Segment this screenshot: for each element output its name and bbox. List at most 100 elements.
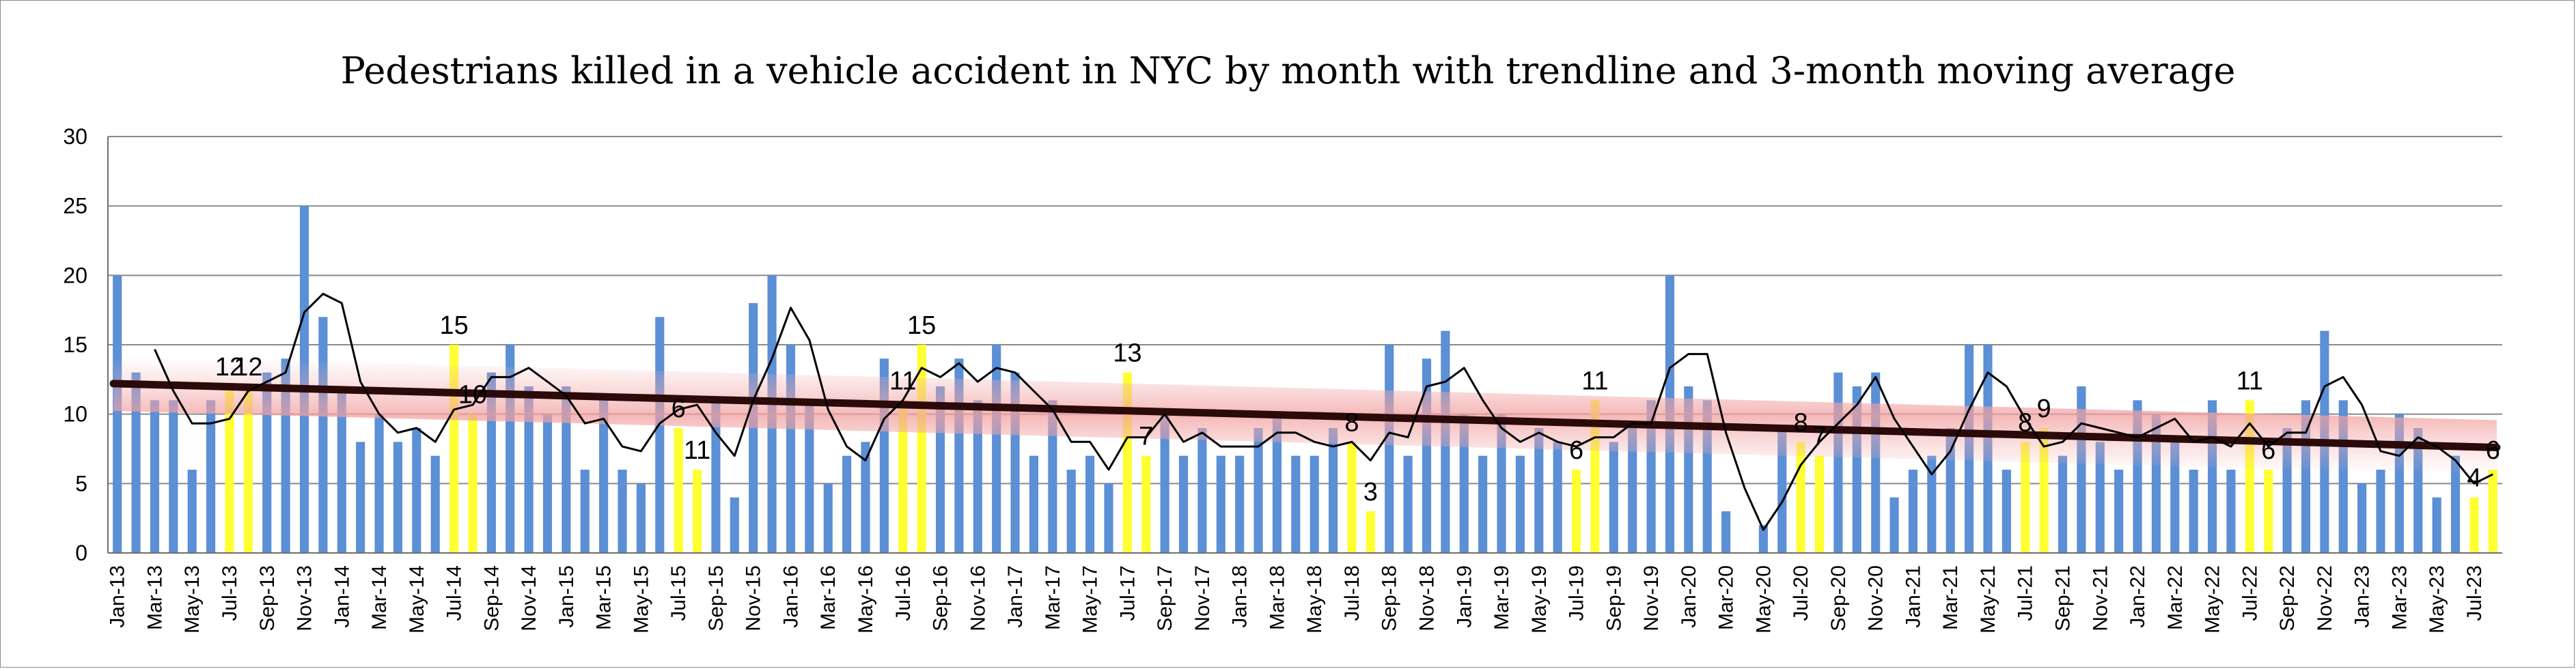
x-tick-label: Jan-17 [1004,565,1027,628]
x-tick-label: Jan-20 [1678,565,1700,628]
bar [206,400,216,553]
x-tick-label: Jul-22 [2239,565,2261,621]
x-tick-label: Sep-15 [705,565,728,631]
bar [823,483,833,553]
bar [2095,442,2105,553]
x-tick-label: Jul-13 [219,565,241,621]
x-tick-label: Mar-16 [817,565,840,630]
y-tick-label: 10 [63,402,87,427]
x-tick-label: Sep-14 [480,565,503,631]
bar [1048,400,1057,553]
bar [524,386,534,553]
bar [430,455,440,553]
bar [1497,414,1506,553]
data-label: 15 [907,311,936,340]
bar [1758,525,1768,553]
bar [1104,483,1113,553]
x-tick-label: May-16 [855,565,877,634]
y-tick-label: 25 [63,194,87,218]
bar [1216,455,1225,553]
bar [150,400,160,553]
bar [1871,372,1881,553]
x-tick-label: Sep-17 [1154,565,1176,631]
x-tick-label: Jan-13 [107,565,129,628]
x-tick-label: May-21 [1977,565,1999,634]
bar [1310,455,1319,553]
data-label: 11 [684,436,710,465]
x-tick-label: May-23 [2426,565,2448,634]
data-label: 10 [458,381,487,410]
data-label: 6 [671,395,686,423]
bar [1254,428,1263,553]
bar [225,386,234,553]
bar [1459,414,1469,553]
data-label: 4 [2467,464,2481,493]
x-tick-label: Mar-18 [1266,565,1288,630]
bar [2189,470,2198,553]
bar [2002,470,2011,553]
data-label: 8 [1344,408,1359,437]
x-tick-label: Mar-17 [1042,565,1064,630]
bar [2170,442,2180,553]
y-tick-label: 0 [75,541,87,565]
y-tick-label: 5 [75,471,87,496]
bar [580,470,590,553]
bar [2114,470,2124,553]
bar [898,400,908,553]
bar [113,275,122,553]
bar [374,414,384,553]
bar [1403,455,1413,553]
bar [2376,470,2385,553]
data-label: 6 [2261,436,2275,465]
x-tick-label: Jul-14 [443,565,466,621]
bar [861,442,870,553]
y-tick-label: 15 [63,332,87,357]
x-tick-label: Jan-23 [2351,565,2374,628]
gridlines [108,136,2502,554]
bar [169,400,178,553]
x-tick-label: May-13 [181,565,204,634]
moving-average-line [154,292,2493,531]
data-label: 11 [889,367,916,395]
bar [1721,511,1731,553]
bar [393,442,403,553]
bar [1889,497,1899,553]
data-label: 15 [439,311,468,340]
data-label: 8 [2018,408,2032,437]
x-tick-label: Jan-16 [779,565,802,628]
x-tick-label: Jul-21 [2014,565,2037,621]
x-tick-label: May-14 [406,565,428,634]
bar [562,386,571,553]
bar [2488,470,2497,553]
x-tick-label: Jan-14 [331,565,353,628]
bar [1066,470,1076,553]
x-tick-label: May-17 [1079,565,1102,634]
bar [187,470,197,553]
x-tick-label: Sep-18 [1379,565,1401,631]
bar [1478,455,1488,553]
x-tick-label: Mar-15 [593,565,615,630]
x-tick-label: Nov-19 [1640,565,1663,631]
data-label: 11 [2236,367,2263,395]
bar [1385,345,1394,553]
x-tick-label: Jan-21 [1902,565,1924,628]
bar [692,470,702,553]
bar [1777,428,1787,553]
bar [1029,455,1039,553]
x-tick-label: Nov-14 [518,565,540,631]
x-tick-label: Sep-20 [1827,565,1850,631]
x-tick-label: Jan-15 [555,565,578,628]
bar [2264,470,2273,553]
x-tick-label: Jul-23 [2463,565,2486,621]
x-tick-label: Jan-18 [1229,565,1251,628]
bar [356,442,365,553]
bar [318,317,328,553]
data-label: 6 [1569,436,1583,465]
x-tick-label: Nov-22 [2314,565,2336,631]
trendline [109,380,2501,451]
x-tick-label: Sep-16 [930,565,952,631]
data-label: 8 [1794,408,1808,437]
x-tick-label: Mar-20 [1715,565,1738,630]
